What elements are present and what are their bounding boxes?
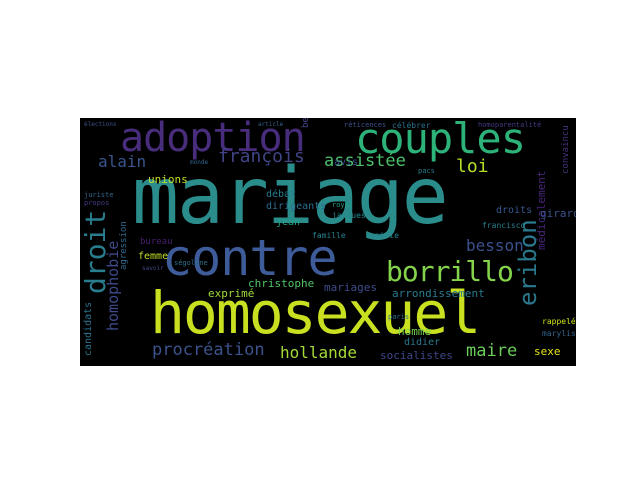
word-exprime: exprimé xyxy=(208,287,255,300)
word-agression: agression xyxy=(119,221,129,270)
word-celebrer: célébrer xyxy=(392,121,431,130)
word-mariages: mariages xyxy=(324,281,377,294)
word-contre: contre xyxy=(162,229,338,287)
word-procreation: procréation xyxy=(152,340,265,360)
word-besoin: besoin xyxy=(301,118,311,128)
word-jacques: jacques xyxy=(332,211,366,220)
word-dirigeants: dirigeants xyxy=(266,201,327,212)
word-borrillo: borrillo xyxy=(386,255,514,288)
word-royal: royal xyxy=(332,201,354,209)
word-homoparentalite: homoparentalité xyxy=(478,121,542,129)
word-juriste: juriste xyxy=(84,191,114,199)
word-paris: paris xyxy=(388,313,410,321)
word-loi: loi xyxy=(456,156,489,177)
word-unions: unions xyxy=(148,173,188,186)
word-girard: girard xyxy=(540,207,576,220)
word-christophe: christophe xyxy=(248,277,315,290)
word-homme: homme xyxy=(398,325,432,338)
word-debat: débat xyxy=(266,189,297,200)
word-famille: famille xyxy=(312,231,346,240)
word-homosexuel: homosexuel xyxy=(150,279,481,347)
word-assistee: assistée xyxy=(324,151,406,171)
word-jean: jean xyxy=(276,217,301,228)
word-couples: couples xyxy=(355,118,526,163)
word-convaincu: convaincu xyxy=(561,125,571,174)
word-bureau: bureau xyxy=(140,237,173,247)
word-avis: avis xyxy=(334,157,359,168)
word-besson: besson xyxy=(466,236,524,255)
word-segolene: ségolène xyxy=(174,259,208,267)
word-savoir: savoir xyxy=(142,265,164,272)
word-propos: propos xyxy=(84,199,110,207)
word-alain: alain xyxy=(98,152,147,171)
word-francois: françois xyxy=(218,146,305,167)
word-mariage: mariage xyxy=(132,152,449,242)
word-droits: droits xyxy=(496,205,533,216)
word-didier: didier xyxy=(404,337,441,348)
word-socialistes: socialistes xyxy=(380,349,453,362)
word-femme: femme xyxy=(138,251,169,262)
word-rappele: rappelé xyxy=(542,317,576,326)
word-candidats: candidats xyxy=(83,301,94,356)
word-francisco: francisco xyxy=(482,221,526,230)
word-elections: élections xyxy=(84,121,117,128)
word-monde: monde xyxy=(190,159,209,166)
word-adoption: adoption xyxy=(120,118,306,161)
word-cloud: mariage homosexuel contre adoption coupl… xyxy=(80,118,576,366)
word-arrondissement: arrondissement xyxy=(392,287,485,300)
word-reticences: réticences xyxy=(344,121,387,129)
word-maire: maire xyxy=(466,341,518,361)
word-pacs: pacs xyxy=(418,167,435,175)
word-marylise: marylise xyxy=(542,329,576,338)
word-mairie: mairie xyxy=(370,231,399,240)
word-hollande: hollande xyxy=(280,343,358,362)
word-article: article xyxy=(258,121,284,128)
word-sexe: sexe xyxy=(534,345,561,358)
